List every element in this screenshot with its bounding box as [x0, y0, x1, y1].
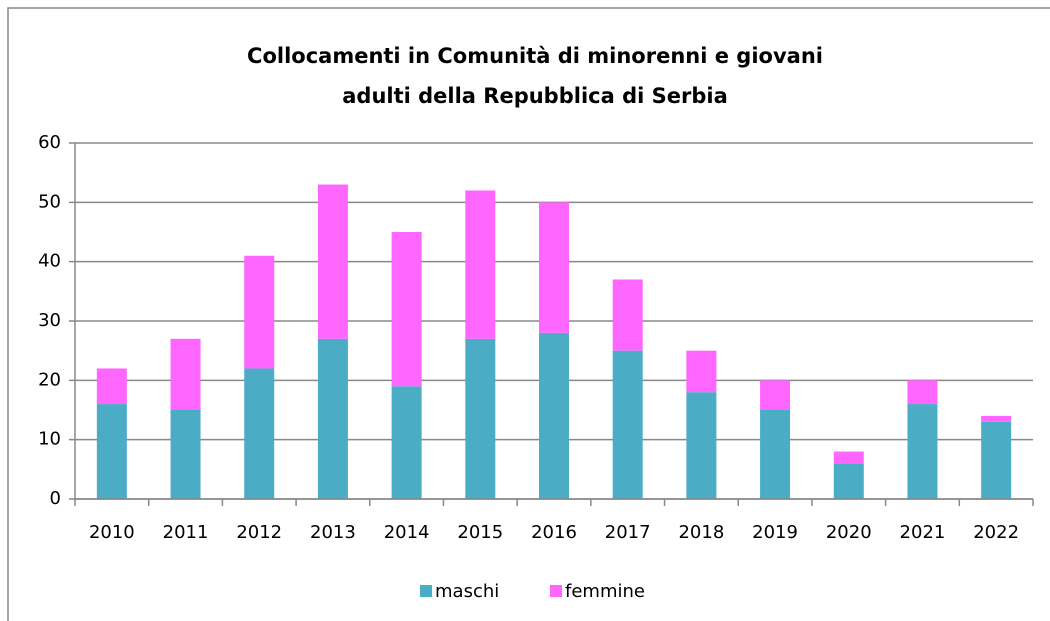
bar-segment [760, 380, 791, 410]
x-tick-label: 2010 [89, 522, 135, 543]
bar-segment [981, 415, 1012, 422]
y-tick-label: 20 [38, 369, 61, 390]
bar-segment [96, 404, 127, 499]
bar-segment [760, 410, 791, 499]
x-tick-label: 2020 [826, 522, 872, 543]
y-tick-label: 10 [38, 429, 61, 450]
bar-segment [907, 404, 938, 499]
x-tick-label: 2013 [310, 522, 356, 543]
bar-segment [317, 338, 348, 499]
chart-frame [7, 7, 1050, 621]
legend-label: femmine [565, 581, 645, 602]
x-tick-label: 2017 [605, 522, 651, 543]
bar-segment [686, 392, 717, 499]
x-tick-label: 2021 [900, 522, 946, 543]
y-tick-label: 30 [38, 310, 61, 331]
bar-segment [612, 279, 643, 351]
bar-segment [686, 350, 717, 393]
x-tick-label: 2011 [163, 522, 209, 543]
bar-segment [170, 338, 201, 410]
bar-segment [539, 332, 569, 499]
bar-segment [465, 338, 496, 499]
bar-segment [391, 386, 422, 499]
bar-segment [465, 190, 496, 339]
bar-segment [907, 380, 938, 405]
x-tick-label: 2018 [678, 522, 724, 543]
x-tick-label: 2022 [973, 522, 1019, 543]
bar-segment [612, 350, 643, 499]
bar-segment [539, 202, 569, 333]
legend-label: maschi [435, 581, 499, 602]
y-tick-label: 40 [38, 251, 61, 272]
bar-segment [981, 421, 1012, 499]
y-tick-label: 50 [38, 191, 61, 212]
bar-segment [244, 368, 275, 499]
x-tick-label: 2016 [531, 522, 577, 543]
bar-segment [170, 410, 201, 499]
bar-segment [244, 255, 275, 369]
legend-swatch [420, 585, 432, 597]
bar-segment [391, 232, 422, 387]
bar-segment [833, 451, 864, 464]
x-tick-label: 2014 [384, 522, 430, 543]
x-tick-label: 2015 [457, 522, 503, 543]
legend-swatch [550, 585, 562, 597]
y-tick-label: 60 [38, 132, 61, 153]
x-tick-label: 2012 [236, 522, 282, 543]
x-tick-label: 2019 [752, 522, 798, 543]
y-tick-label: 0 [50, 488, 61, 509]
bar-segment [317, 184, 348, 339]
chart-title: Collocamenti in Comunità di minorenni e … [247, 44, 823, 108]
bar-segment [833, 463, 864, 499]
bar-segment [96, 368, 127, 405]
